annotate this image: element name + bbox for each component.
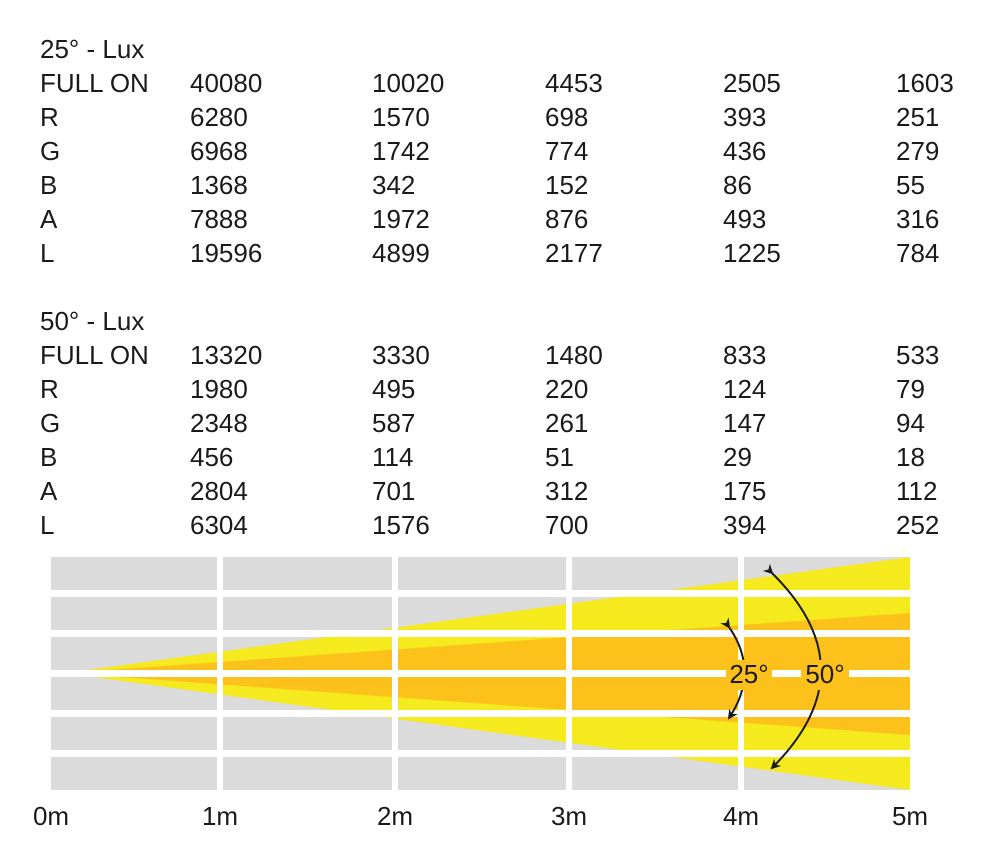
cell: 4899	[372, 238, 430, 268]
row-label: L	[40, 238, 54, 268]
cell: 493	[723, 204, 766, 234]
cell: 124	[723, 374, 766, 404]
cell: 6280	[190, 102, 248, 132]
cell: 6304	[190, 510, 248, 540]
cell: 774	[545, 136, 588, 166]
cell: 495	[372, 374, 415, 404]
row-label: R	[40, 374, 59, 404]
cell: 55	[896, 170, 925, 200]
cell: 18	[896, 442, 925, 472]
cell: 1980	[190, 374, 248, 404]
cell: 436	[723, 136, 766, 166]
row-label: A	[40, 204, 58, 234]
distance-label: 2m	[377, 801, 413, 831]
cell: 533	[896, 340, 939, 370]
cell: 261	[545, 408, 588, 438]
cell: 94	[896, 408, 925, 438]
cell: 1576	[372, 510, 430, 540]
cell: 2804	[190, 476, 248, 506]
table-title: 25° - Lux	[40, 34, 144, 64]
cell: 1480	[545, 340, 603, 370]
cell: 86	[723, 170, 752, 200]
cell: 19596	[190, 238, 262, 268]
cell: 393	[723, 102, 766, 132]
distance-label: 5m	[892, 801, 928, 831]
row-label: FULL ON	[40, 340, 149, 370]
row-label: FULL ON	[40, 68, 149, 98]
cell: 342	[372, 170, 415, 200]
cell: 456	[190, 442, 233, 472]
angle-label: 25°	[729, 659, 768, 689]
cell: 1570	[372, 102, 430, 132]
cell: 79	[896, 374, 925, 404]
cell: 114	[372, 442, 413, 472]
cell: 698	[545, 102, 588, 132]
cell: 51	[545, 442, 574, 472]
cell: 394	[723, 510, 766, 540]
cell: 700	[545, 510, 588, 540]
row-label: A	[40, 476, 58, 506]
cell: 29	[723, 442, 752, 472]
cell: 4453	[545, 68, 603, 98]
row-label: B	[40, 170, 57, 200]
cell: 1603	[896, 68, 954, 98]
cell: 279	[896, 136, 939, 166]
cell: 10020	[372, 68, 444, 98]
cell: 175	[723, 476, 766, 506]
cell: 220	[545, 374, 588, 404]
cell: 784	[896, 238, 939, 268]
row-label: G	[40, 136, 60, 166]
cell: 13320	[190, 340, 262, 370]
cell: 876	[545, 204, 588, 234]
row-label: L	[40, 510, 54, 540]
cell: 833	[723, 340, 766, 370]
cell: 1368	[190, 170, 248, 200]
cell: 40080	[190, 68, 262, 98]
distance-label: 1m	[202, 801, 238, 831]
cell: 312	[545, 476, 588, 506]
row-label: G	[40, 408, 60, 438]
cell: 2348	[190, 408, 248, 438]
angle-label: 50°	[805, 659, 844, 689]
cell: 251	[896, 102, 939, 132]
cell: 147	[723, 408, 766, 438]
cell: 1225	[723, 238, 781, 268]
cell: 112	[896, 476, 937, 506]
cell: 7888	[190, 204, 248, 234]
cell: 6968	[190, 136, 248, 166]
cell: 587	[372, 408, 415, 438]
cell: 1972	[372, 204, 430, 234]
row-label: B	[40, 442, 57, 472]
table-title: 50° - Lux	[40, 306, 144, 336]
cell: 3330	[372, 340, 430, 370]
row-label: R	[40, 102, 59, 132]
cell: 152	[545, 170, 588, 200]
cell: 2505	[723, 68, 781, 98]
cell: 1742	[372, 136, 430, 166]
distance-label: 0m	[33, 801, 69, 831]
beam-diagram: 25° 50°	[45, 552, 915, 795]
cell: 2177	[545, 238, 603, 268]
cell: 701	[372, 476, 415, 506]
cell: 316	[896, 204, 939, 234]
distance-label: 3m	[551, 801, 587, 831]
distance-label: 4m	[723, 801, 759, 831]
cell: 252	[896, 510, 939, 540]
